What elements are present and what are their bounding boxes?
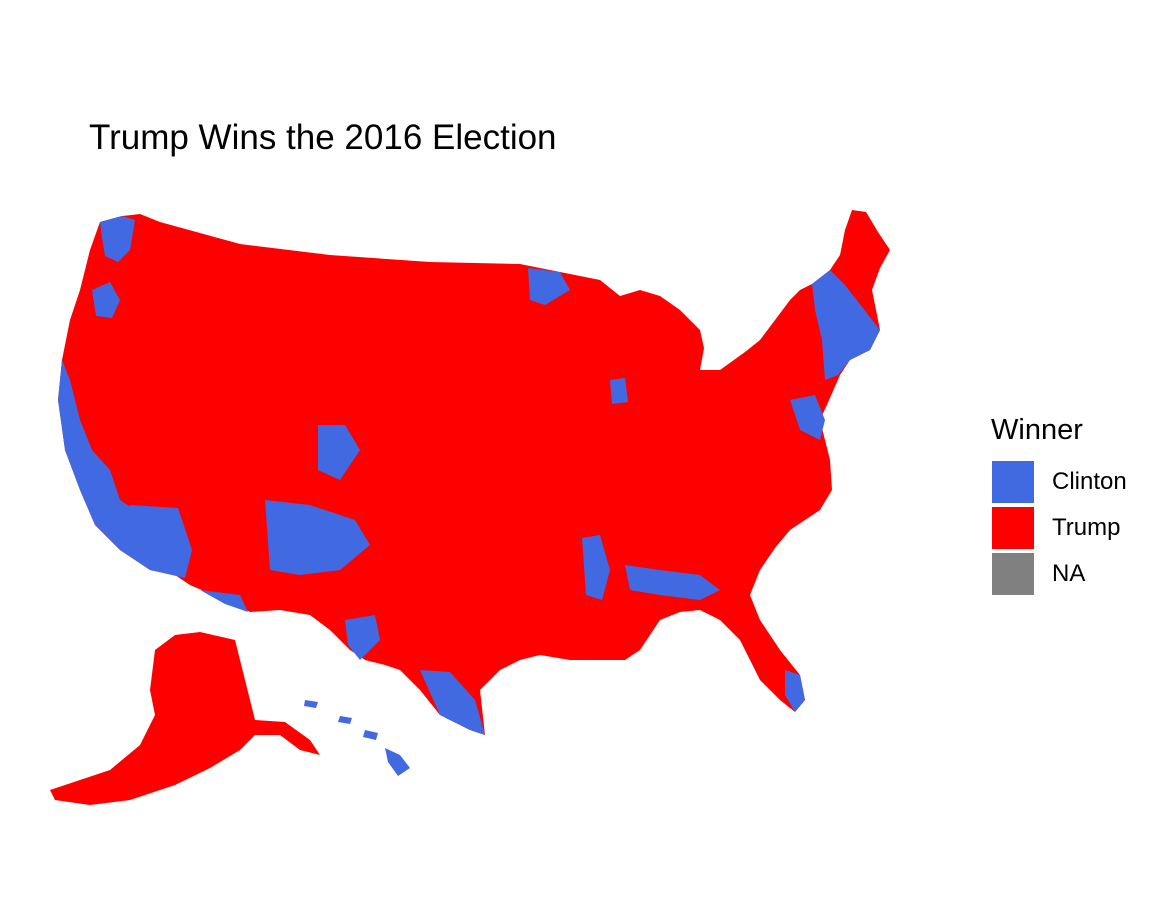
clinton-west-texas (345, 615, 380, 660)
clinton-seattle (100, 216, 135, 262)
legend-item-clinton: Clinton (991, 459, 1127, 505)
legend-label: NA (1052, 560, 1086, 587)
legend-swatch-na (991, 552, 1035, 596)
legend-swatch-clinton (991, 460, 1035, 504)
hawaii-islands (304, 700, 378, 740)
clinton-south-florida (785, 670, 805, 712)
clinton-mid-atlantic (790, 395, 825, 440)
clinton-arizona (130, 505, 192, 578)
legend-label: Trump (1052, 514, 1121, 541)
hawaii-clinton (385, 748, 410, 776)
legend-item-na: NA (991, 551, 1127, 597)
contiguous-us-trump (58, 210, 890, 735)
legend-title: Winner (991, 414, 1083, 446)
clinton-portland (92, 282, 120, 318)
clinton-colorado (318, 425, 360, 480)
clinton-delta (582, 535, 610, 600)
legend-label: Clinton (1052, 468, 1127, 495)
clinton-black-belt (625, 565, 720, 600)
clinton-new-mexico (265, 500, 370, 575)
clinton-new-england (812, 270, 880, 380)
legend-swatch-trump (991, 506, 1035, 550)
legend: Winner Clinton Trump NA (991, 414, 1127, 597)
chart-title: Trump Wins the 2016 Election (89, 118, 557, 157)
alaska-trump (50, 632, 320, 805)
clinton-chicago (610, 378, 628, 404)
clinton-se-arizona (200, 590, 248, 612)
clinton-south-texas (420, 670, 485, 735)
legend-item-trump: Trump (991, 505, 1127, 551)
clinton-minnesota (528, 268, 570, 305)
